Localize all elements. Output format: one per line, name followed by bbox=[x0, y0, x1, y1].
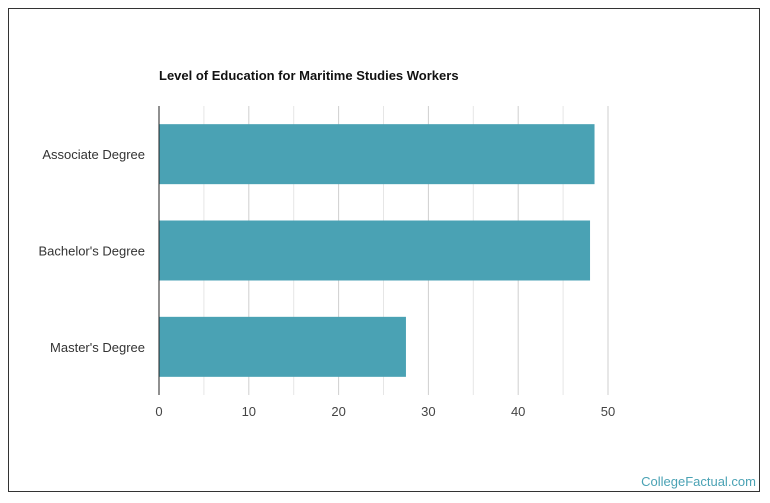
bar-master-s-degree[interactable] bbox=[159, 316, 406, 377]
category-label: Bachelor's Degree bbox=[38, 244, 145, 259]
bars bbox=[159, 124, 595, 377]
category-label: Master's Degree bbox=[50, 340, 145, 355]
chart-title: Level of Education for Maritime Studies … bbox=[159, 68, 459, 83]
x-tick-label: 50 bbox=[601, 404, 615, 419]
x-tick-labels: 0 10 20 30 40 50 bbox=[155, 404, 615, 419]
bar-bachelor-s-degree[interactable] bbox=[159, 220, 591, 281]
x-tick-label: 30 bbox=[421, 404, 435, 419]
x-tick-label: 0 bbox=[155, 404, 162, 419]
x-tick-label: 20 bbox=[331, 404, 345, 419]
watermark[interactable]: CollegeFactual.com bbox=[641, 474, 756, 489]
x-tick-label: 10 bbox=[242, 404, 256, 419]
category-labels: Associate Degree Bachelor's Degree Master'… bbox=[38, 147, 145, 355]
bar-associate-degree[interactable] bbox=[159, 124, 595, 185]
category-label: Associate Degree bbox=[42, 147, 145, 162]
x-tick-label: 40 bbox=[511, 404, 525, 419]
